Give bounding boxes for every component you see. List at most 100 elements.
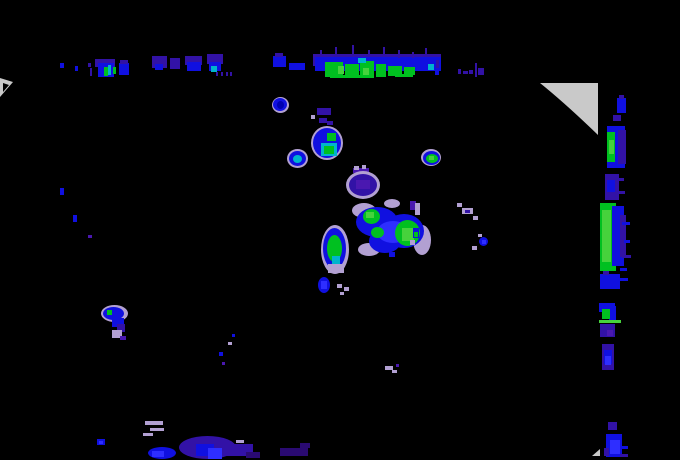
top-cross-section-echo: [320, 50, 322, 57]
no-data-wedge-topright: [540, 83, 598, 135]
plan-view-echoes-echo: [328, 264, 344, 273]
plan-view-echoes-echo: [414, 232, 418, 237]
top-cross-section-echo: [425, 48, 427, 56]
plan-view-echoes-echo: [293, 155, 302, 163]
top-cross-section-echo: [119, 63, 129, 75]
top-cross-section-echo: [458, 69, 461, 74]
plan-view-echoes-echo: [112, 318, 124, 327]
bottom-echoes-echo: [150, 428, 164, 431]
top-cross-section-echo: [398, 50, 400, 58]
right-cross-section-echo: [609, 306, 616, 320]
top-cross-section-echo: [404, 67, 415, 75]
top-cross-section-echo: [207, 54, 223, 64]
top-cross-section-echo: [338, 66, 344, 74]
right-cross-section-echo: [618, 130, 626, 164]
right-cross-section-echo: [620, 268, 627, 271]
top-cross-section-echo: [469, 70, 473, 74]
plan-view-echoes-echo: [465, 210, 470, 213]
plan-view-echoes: [60, 97, 488, 373]
plan-view-echoes-echo: [410, 201, 416, 210]
plan-view-echoes-echo: [88, 235, 92, 238]
right-cross-section-echo: [607, 180, 615, 192]
plan-view-echoes-echo: [337, 284, 342, 288]
top-cross-section-echo: [376, 64, 386, 77]
bottom-echoes-echo: [300, 443, 310, 448]
plan-view-echoes-echo: [362, 165, 366, 169]
top-cross-section-echo: [273, 56, 286, 67]
plan-view-echoes-echo: [482, 240, 486, 244]
top-cross-section-echo: [120, 60, 128, 64]
plan-view-echoes-echo: [332, 256, 340, 264]
top-cross-section-echo: [335, 47, 337, 57]
top-cross-section-echo: [478, 68, 484, 75]
right-cross-section-echo: [605, 356, 611, 365]
top-cross-section: [60, 45, 484, 78]
right-cross-section-echo: [607, 330, 613, 336]
top-cross-section-echo: [60, 63, 64, 68]
right-cross-section-echo: [620, 215, 626, 257]
plan-view-echoes-echo: [429, 156, 434, 160]
top-cross-section-echo: [216, 72, 218, 76]
bottom-echoes-echo: [208, 448, 222, 459]
plan-view-echoes-echo: [472, 246, 477, 250]
top-cross-section-echo: [104, 67, 108, 76]
bottom-echoes-echo: [99, 441, 103, 444]
top-cross-section-echo: [170, 58, 180, 69]
top-cross-section-echo: [368, 50, 370, 57]
bottom-echoes-echo: [280, 448, 308, 456]
plan-view-echoes-echo: [317, 108, 331, 115]
top-cross-section-echo: [330, 75, 370, 78]
plan-view-echoes-echo: [478, 234, 482, 237]
plan-view-echoes-echo: [402, 228, 414, 241]
plan-view-echoes-echo: [117, 324, 125, 332]
right-cross-section-echo: [617, 98, 626, 113]
plan-view-echoes-echo: [366, 212, 374, 218]
plan-view-echoes-echo: [371, 227, 384, 238]
top-cross-section-echo: [475, 63, 477, 77]
right-cross-section-echo: [620, 278, 628, 281]
plan-view-echoes-echo: [457, 203, 462, 207]
right-cross-section-echo: [619, 178, 624, 181]
top-cross-section-echo: [463, 71, 468, 74]
bottom-echoes-echo: [143, 433, 153, 436]
top-cross-section-echo: [88, 63, 91, 67]
plan-view-echoes-echo: [327, 133, 336, 141]
top-cross-section-echo: [211, 66, 217, 72]
top-cross-section-echo: [412, 52, 414, 58]
top-cross-section-echo: [352, 45, 354, 57]
plan-view-echoes-echo: [473, 216, 478, 220]
top-cross-section-echo: [187, 62, 201, 71]
top-cross-section-echo: [395, 74, 413, 77]
plan-view-echoes-echo: [120, 336, 126, 340]
top-cross-section-echo: [226, 72, 228, 76]
right-cross-section-echo: [602, 309, 610, 319]
top-cross-section-echo: [155, 64, 163, 70]
top-cross-section-echo: [90, 68, 92, 76]
top-cross-section-echo: [75, 66, 78, 71]
corner-mark-bottomright: [592, 449, 600, 456]
plan-view-echoes-echo: [389, 252, 395, 257]
plan-view-echoes-echo: [340, 292, 344, 295]
top-cross-section-echo: [113, 67, 116, 74]
right-cross-section-echo: [622, 446, 628, 449]
top-cross-section-echo: [436, 60, 439, 68]
plan-view-echoes-echo: [321, 281, 327, 289]
plan-view-echoes-echo: [311, 115, 315, 119]
right-cross-section-echo: [602, 210, 611, 262]
plan-view-echoes-echo: [384, 199, 400, 208]
plan-view-echoes-echo: [344, 287, 349, 291]
top-cross-section-echo: [363, 68, 369, 77]
plan-view-echoes-echo: [277, 101, 284, 109]
plan-view-echoes-echo: [410, 240, 415, 245]
plan-view-echoes-echo: [324, 146, 334, 154]
right-cross-section-echo: [604, 448, 609, 456]
right-cross-section: [599, 95, 631, 457]
right-cross-section-echo: [610, 440, 620, 454]
top-cross-section-echo: [108, 65, 111, 75]
plan-view-echoes-echo: [319, 118, 327, 123]
bottom-echoes-echo: [236, 440, 244, 443]
plan-view-echoes-echo: [107, 310, 112, 315]
right-cross-section-echo: [622, 255, 631, 258]
bottom-echoes-echo: [152, 451, 164, 457]
